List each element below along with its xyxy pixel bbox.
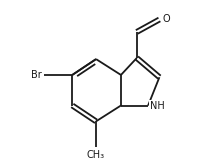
Text: Br: Br: [31, 70, 42, 80]
Text: O: O: [163, 14, 170, 25]
Text: CH₃: CH₃: [87, 150, 105, 160]
Text: NH: NH: [150, 100, 165, 111]
